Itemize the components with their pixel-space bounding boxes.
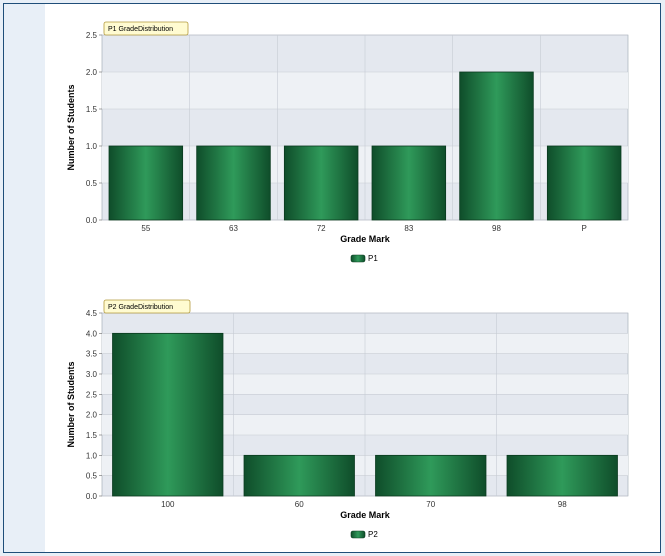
y-tick-label: 0.5 (86, 472, 98, 481)
x-axis-title: Grade Mark (340, 510, 391, 520)
bar (283, 145, 359, 221)
y-axis-title: Number of Students (66, 361, 76, 447)
y-tick-label: 4.0 (86, 329, 98, 338)
x-tick-label: 72 (317, 224, 326, 233)
left-margin-strip (4, 4, 45, 552)
x-tick-label: 70 (426, 500, 435, 509)
chart-1: 0.0 0.5 1.0 1.5 2.0 2.5 55 63 72 83 98 P Grade Mark N… (66, 21, 629, 263)
y-tick-label: 0.5 (86, 179, 98, 188)
y-tick-label: 4.5 (86, 309, 98, 318)
legend-swatch (350, 530, 366, 539)
y-tick-label: 1.5 (86, 431, 98, 440)
bar (371, 145, 447, 221)
chart-2: 0.0 0.5 1.0 1.5 2.0 2.5 3.0 3.5 4.0 4.5 100 60 70 98 G… (66, 299, 629, 539)
x-tick-label: 98 (492, 224, 501, 233)
bar (196, 145, 271, 221)
y-tick-label: 1.0 (86, 142, 98, 151)
y-tick-label: 0.0 (86, 216, 98, 225)
x-tick-label: 63 (229, 224, 238, 233)
bar (243, 454, 355, 497)
legend-label: P1 (368, 254, 378, 263)
y-tick-label: 2.5 (86, 390, 98, 399)
bar (112, 332, 224, 497)
y-tick-label: 2.0 (86, 411, 98, 420)
y-tick-label: 0.0 (86, 492, 98, 501)
x-axis-title: Grade Mark (340, 234, 391, 244)
chart-title-tab (103, 299, 191, 314)
y-tick-label: 3.0 (86, 370, 98, 379)
legend-swatch (350, 254, 366, 263)
y-axis-title: Number of Students (66, 84, 76, 170)
chart-title: P2 GradeDistribution (108, 304, 173, 311)
bar (108, 145, 184, 221)
bar (506, 454, 618, 497)
bar (459, 71, 534, 221)
y-tick-label: 2.0 (86, 68, 98, 77)
x-tick-label: 83 (404, 224, 413, 233)
y-tick-label: 2.5 (86, 31, 98, 40)
chart-title-tab (103, 21, 189, 36)
y-tick-label: 3.5 (86, 350, 98, 359)
chart-title: P1 GradeDistribution (108, 26, 173, 33)
bar (546, 145, 622, 221)
y-tick-label: 1.0 (86, 451, 98, 460)
x-tick-label: 60 (295, 500, 304, 509)
y-tick-label: 1.5 (86, 105, 98, 114)
x-tick-label: P (581, 224, 586, 233)
x-tick-label: 98 (558, 500, 567, 509)
legend-label: P2 (368, 530, 378, 539)
x-tick-label: 100 (161, 500, 175, 509)
x-tick-label: 55 (141, 224, 150, 233)
bar (375, 454, 487, 497)
